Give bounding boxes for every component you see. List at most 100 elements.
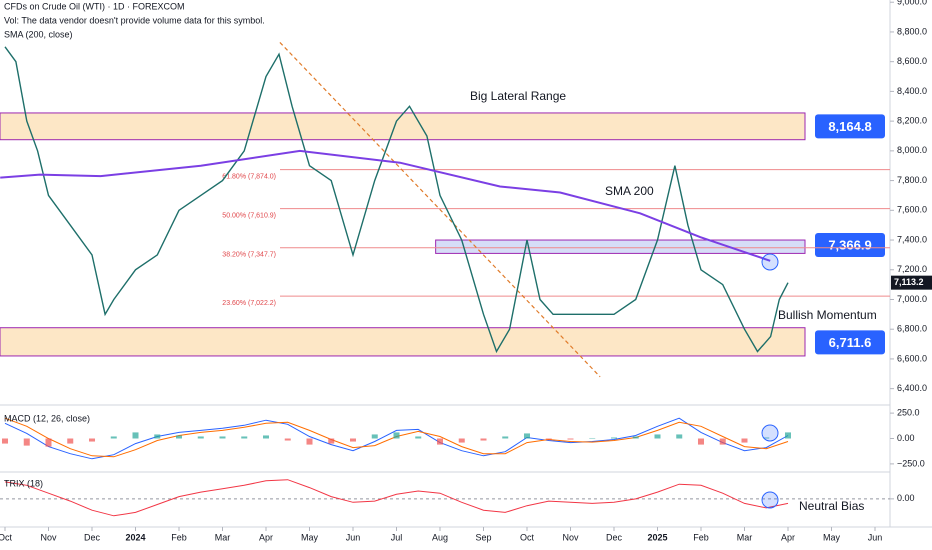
histogram-bar — [23, 438, 30, 446]
fib-label: 23.60% (7,022.2) — [222, 300, 276, 307]
y-tick-label: 8,400.0 — [897, 86, 927, 96]
x-tick-label: Feb — [693, 532, 709, 542]
y-tick-label: 7,200.0 — [897, 264, 927, 274]
x-tick-label: Aug — [432, 532, 448, 542]
x-tick-label: 2025 — [647, 532, 667, 542]
y-tick-label: 0.00 — [897, 493, 915, 503]
x-tick-label: Apr — [781, 532, 795, 542]
histogram-bar — [763, 437, 770, 439]
panel-title: TRIX (18) — [4, 478, 43, 488]
x-tick-label: Dec — [606, 532, 623, 542]
y-tick-label: 7,800.0 — [897, 175, 927, 185]
histogram-bar — [197, 436, 204, 439]
y-tick-label: 6,600.0 — [897, 353, 927, 363]
fib-label: 50.00% (7,610.9) — [222, 213, 276, 220]
y-tick-label: 6,800.0 — [897, 324, 927, 334]
level-label: 6,711.6 — [829, 335, 872, 350]
x-tick-label: Nov — [40, 532, 57, 542]
y-tick-label: 6,400.0 — [897, 383, 927, 393]
x-tick-label: May — [301, 532, 319, 542]
level-label: 8,164.8 — [828, 119, 871, 134]
x-tick-label: Apr — [259, 532, 273, 542]
zone — [435, 239, 806, 254]
histogram-bar — [523, 433, 530, 439]
last-price-box — [891, 275, 932, 290]
histogram-bar — [676, 434, 683, 439]
y-tick-label: 9,000.0 — [897, 0, 927, 7]
level-label: 7,366.9 — [828, 237, 871, 252]
histogram-bar — [719, 438, 726, 445]
histogram-bar — [632, 436, 639, 439]
chart-subtitle: Vol: The data vendor doesn't provide vol… — [4, 15, 265, 25]
x-tick-label: Oct — [520, 532, 535, 542]
legend-entry: SMA (200, close) — [4, 29, 73, 39]
x-tick-label: Jul — [391, 532, 403, 542]
histogram-bar — [219, 436, 226, 439]
histogram-bar — [262, 435, 269, 439]
annotation: SMA 200 — [605, 184, 654, 198]
x-tick-label: Mar — [215, 532, 231, 542]
x-tick-label: May — [823, 532, 841, 542]
histogram-bar — [480, 438, 487, 441]
histogram-bar — [132, 432, 139, 439]
sma-line — [0, 149, 771, 262]
last-price-label: 7,113.2 — [894, 277, 924, 287]
annotation: Neutral Bias — [799, 499, 864, 513]
histogram-bar — [393, 432, 400, 439]
histogram-bar — [458, 438, 465, 443]
y-tick-label: −250.0 — [897, 458, 925, 468]
x-tick-label: Oct — [0, 532, 12, 542]
histogram-bar — [328, 438, 335, 444]
histogram-bar — [371, 434, 378, 439]
histogram-bar — [415, 436, 422, 439]
histogram-bar — [610, 437, 617, 439]
x-tick-label: Jun — [346, 532, 361, 542]
indicator-line — [4, 479, 789, 517]
level-box — [815, 232, 885, 257]
y-tick-label: 0.00 — [897, 433, 915, 443]
histogram-bar — [67, 438, 74, 444]
histogram-bar — [741, 438, 748, 443]
histogram-bar — [89, 438, 96, 442]
highlight-circle — [761, 424, 779, 442]
histogram-bar — [784, 432, 791, 439]
level-box — [815, 330, 885, 355]
histogram-bar — [154, 434, 161, 439]
histogram-bar — [349, 438, 356, 442]
y-tick-label: 8,000.0 — [897, 145, 927, 155]
x-tick-label: Feb — [171, 532, 187, 542]
histogram-bar — [545, 438, 552, 440]
annotation: Big Lateral Range — [470, 89, 566, 103]
x-tick-label: Sep — [475, 532, 491, 542]
histogram-bar — [306, 438, 313, 445]
y-tick-label: 7,000.0 — [897, 294, 927, 304]
indicator-line — [4, 417, 789, 460]
x-tick-label: 2024 — [125, 532, 145, 542]
x-tick-label: Nov — [562, 532, 579, 542]
histogram-bar — [436, 438, 443, 445]
histogram-bar — [110, 436, 117, 439]
y-tick-label: 7,600.0 — [897, 205, 927, 215]
annotation: Bullish Momentum — [778, 308, 877, 322]
histogram-bar — [176, 435, 183, 439]
x-tick-label: Dec — [84, 532, 101, 542]
histogram-bar — [697, 438, 704, 445]
trend-line — [279, 41, 601, 378]
histogram-bar — [567, 438, 574, 440]
zone — [0, 112, 806, 141]
histogram-bar — [241, 436, 248, 439]
y-tick-label: 8,200.0 — [897, 116, 927, 126]
histogram-bar — [2, 438, 9, 444]
y-tick-label: 250.0 — [897, 407, 920, 417]
histogram-bar — [284, 438, 291, 441]
x-tick-label: Mar — [737, 532, 753, 542]
level-box — [815, 114, 885, 139]
y-tick-label: 7,400.0 — [897, 234, 927, 244]
zone — [0, 327, 806, 357]
panel-title: MACD (12, 26, close) — [4, 413, 90, 423]
fib-label: 38.20% (7,347.7) — [222, 252, 276, 259]
histogram-bar — [45, 438, 52, 447]
